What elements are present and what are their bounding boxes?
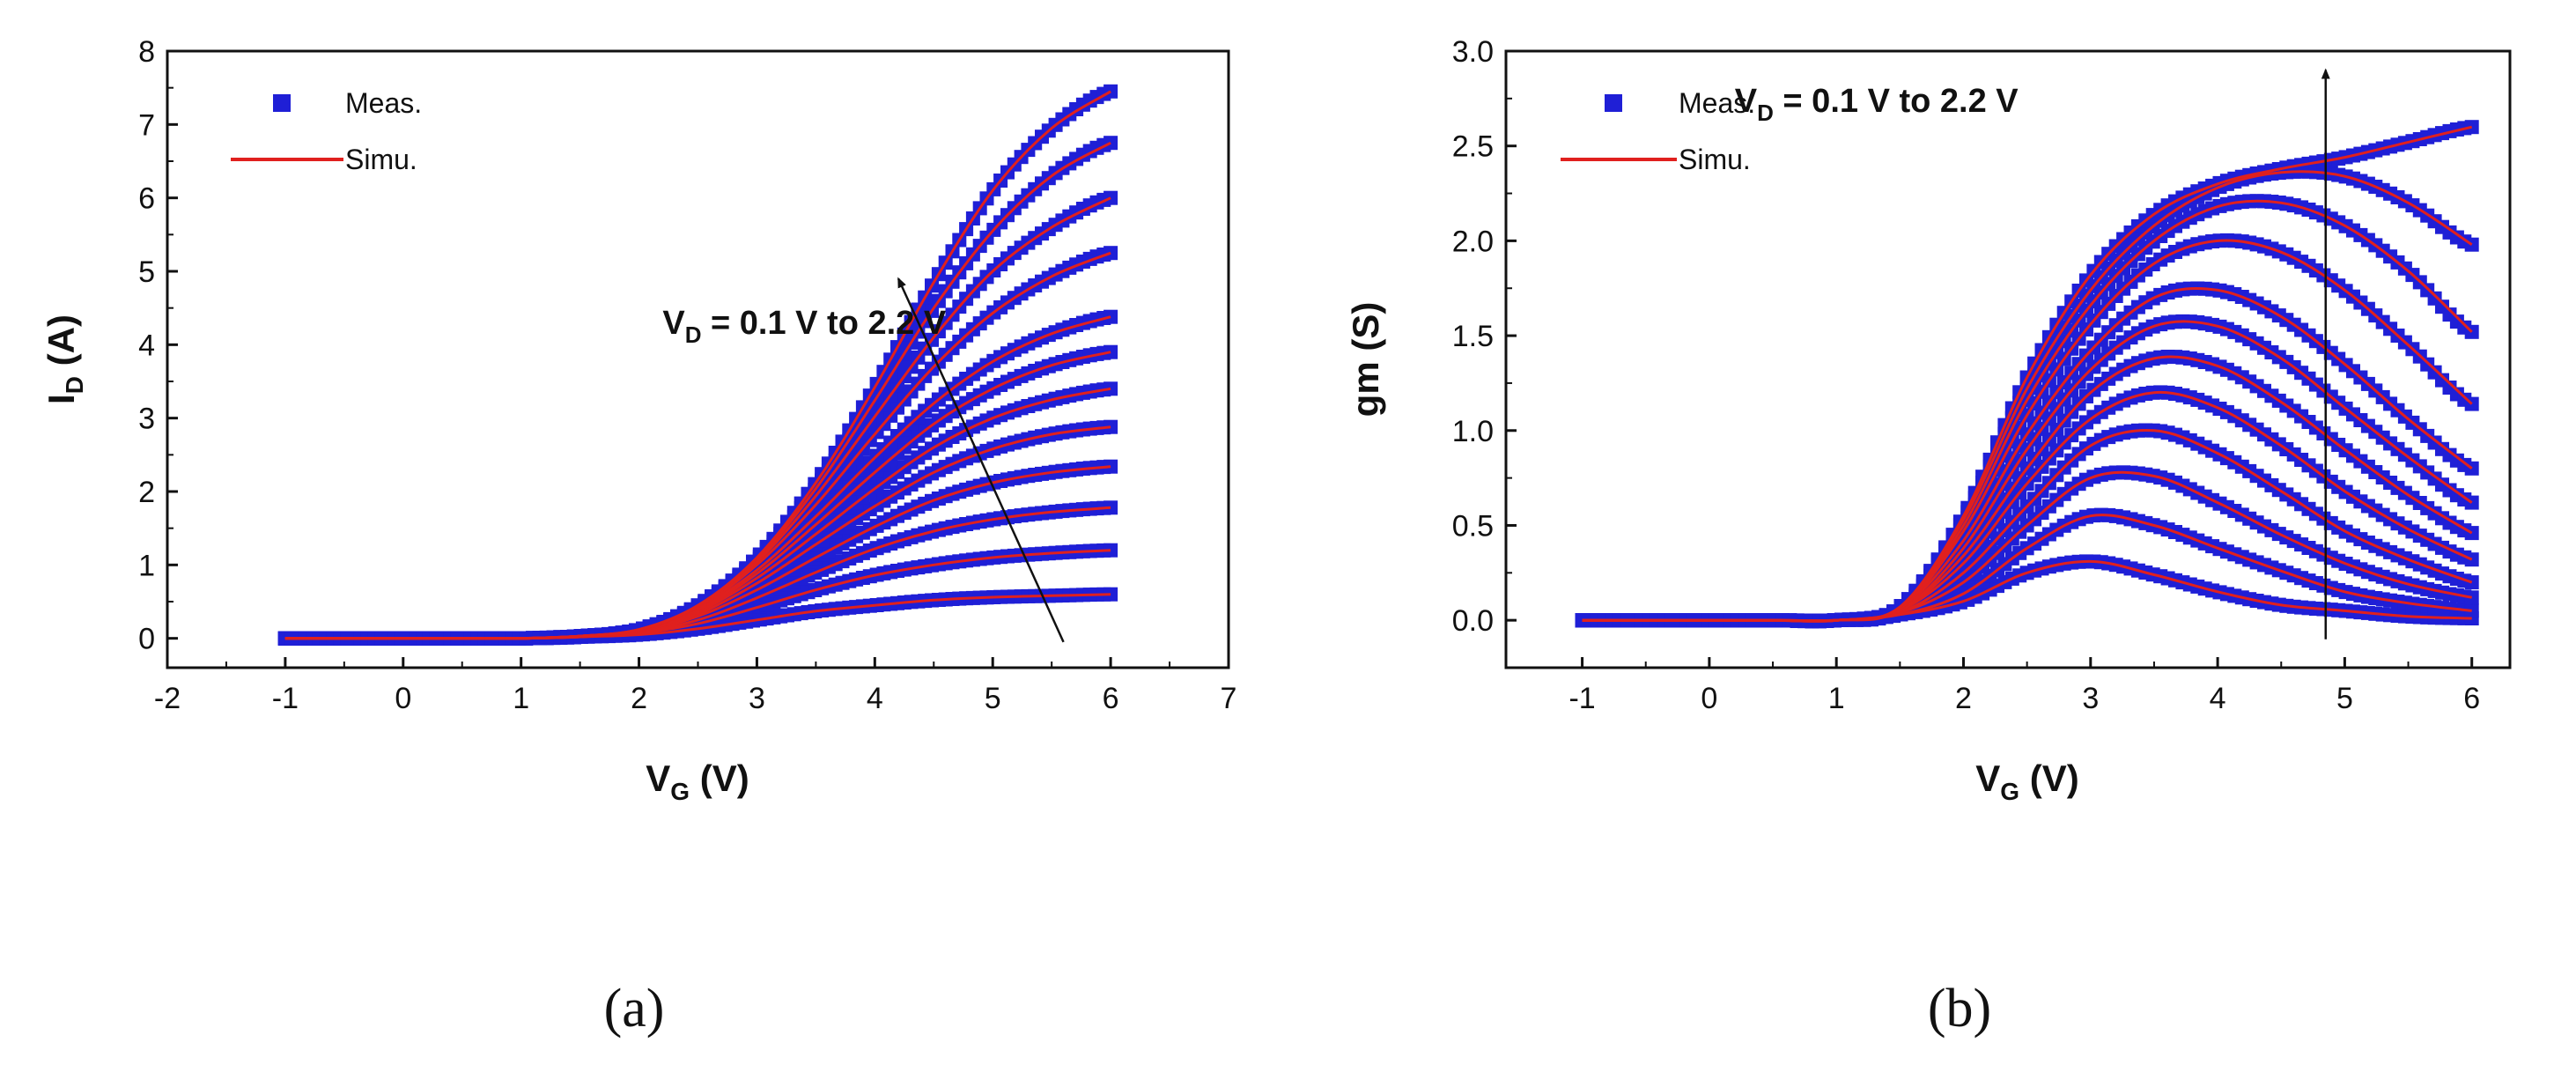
panel-b-ticks-group: -1 0 1 2 3 4 5 6 0.0 0.5 1.0 1.5 2.0 2.5 3.0: [1452, 35, 2480, 715]
panel-b-legend-simu-label: Simu.: [1679, 144, 1751, 175]
panel-b-annotation-main: V: [1735, 83, 1758, 120]
panel-b-x-tick-label: 6: [2463, 682, 2480, 715]
panel-a-annotation-rest: = 0.1 V to 2.2 V: [701, 305, 946, 342]
panel-a-y-tick-label: 2: [138, 476, 155, 509]
panel-a-y-axis-title: ID (A): [41, 314, 88, 404]
panel-a-x-tick-label: 7: [1221, 682, 1237, 715]
panel-a-label: (a): [604, 979, 665, 1039]
panel-b-x-title-main: V: [1975, 758, 2000, 799]
panel-b-annotation-sub: D: [1757, 100, 1774, 126]
panel-a-annotation: VD = 0.1 V to 2.2 V: [662, 277, 1065, 643]
panel-b-y-tick-label: 1.0: [1452, 415, 1494, 448]
panel-a-y-title-main: I: [41, 394, 82, 404]
panel-b-x-title-unit: (V): [2019, 758, 2079, 799]
panel-b-x-title-sub: G: [2000, 778, 2019, 805]
panel-b-x-tick-label: 5: [2336, 682, 2353, 715]
panel-b-x-tick-label: 2: [1955, 682, 1972, 715]
panel-b-label: (b): [1928, 979, 1991, 1039]
panel-a-x-title-unit: (V): [690, 758, 749, 799]
panel-b-annotation-rest: = 0.1 V to 2.2 V: [1774, 83, 2019, 120]
panel-a-y-tick-label: 8: [138, 35, 155, 69]
panel-b-legend-meas-marker: [1605, 94, 1622, 112]
panel-a-legend: Meas. Simu.: [231, 87, 422, 175]
panel-a-x-tick-label: 5: [985, 682, 1001, 715]
panel-a-x-tick-label: 2: [631, 682, 647, 715]
panel-a-x-title-sub: G: [670, 778, 690, 805]
panel-a-annotation-sub: D: [685, 322, 702, 348]
panel-a-y-tick-label: 7: [138, 108, 155, 142]
panel-b-x-tick-label: -1: [1568, 682, 1595, 715]
panel-a-y-tick-label: 1: [138, 549, 155, 582]
panel-a-series-group: [277, 84, 1118, 646]
panel-a-y-title-unit: (A): [41, 314, 82, 376]
panel-a-y-tick-label: 4: [138, 329, 155, 362]
panel-a-y-tick-label: 5: [138, 255, 155, 289]
panel-a-x-title-main: V: [646, 758, 670, 799]
panel-a-x-tick-label: -1: [272, 682, 299, 715]
panel-a-annotation-arrow: [897, 277, 1065, 643]
panel-b-chart: -1 0 1 2 3 4 5 60.00.51.01.52.02.53.0 VG (V) gm…: [1345, 35, 2512, 805]
panel-b-annotation: VD = 0.1 V to 2.2 V: [1735, 68, 2330, 640]
panel-a-ticks-group: -2 -1 0 1 2 3 4 5 6 7 0 1 2 3 4 5 6 7 8: [138, 35, 1236, 715]
panel-a-annotation-text: VD = 0.1 V to 2.2 V: [662, 305, 947, 348]
panel-b-y-tick-label: 1.5: [1452, 320, 1494, 353]
panel-b-y-axis-title: gm (S): [1345, 302, 1386, 418]
panel-a-meas-point: [1103, 190, 1118, 205]
panel-a-y-tick-label: 6: [138, 182, 155, 216]
panel-a-x-axis-title: VG (V): [646, 758, 749, 805]
panel-b-y-tick-label: 2.0: [1452, 225, 1494, 258]
panel-b-series-group: [1575, 120, 2479, 629]
panel-a-simu-curve-11: [284, 90, 1111, 640]
panel-b-x-axis-title: VG (V): [1975, 758, 2078, 805]
panel-b-plot-frame: [1504, 49, 2512, 669]
panel-a-y-tick-label: 3: [138, 403, 155, 436]
panel-a-x-tick-label: 4: [867, 682, 883, 715]
panel-b-x-tick-label: 4: [2210, 682, 2226, 715]
panel-a-x-tick-label: 0: [395, 682, 411, 715]
panel-a-y-title-sub: D: [61, 376, 88, 394]
panel-b-x-tick-label: 0: [1701, 682, 1717, 715]
panel-a-x-tick-label: 1: [513, 682, 529, 715]
panel-b-y-tick-label: 0.0: [1452, 604, 1494, 638]
panel-a-y-tick-label: 0: [138, 623, 155, 656]
panel-b-simu-curve-11: [1582, 125, 2473, 623]
panel-b-legend: Meas. Simu.: [1561, 87, 1755, 175]
panel-b-x-tick-label: 1: [1828, 682, 1845, 715]
panel-b-x-tick-label: 3: [2082, 682, 2099, 715]
panel-b-y-tick-label: 3.0: [1452, 35, 1494, 69]
panel-b-y-tick-label: 2.5: [1452, 130, 1494, 164]
panel-a-x-tick-label: 3: [749, 682, 765, 715]
panel-b-legend-meas-label: Meas.: [1679, 87, 1755, 119]
panel-b-annotation-text: VD = 0.1 V to 2.2 V: [1735, 83, 2019, 126]
panel-a-legend-simu-label: Simu.: [345, 144, 417, 175]
panel-a-x-tick-label: -2: [154, 682, 181, 715]
panel-a-legend-meas-marker: [273, 94, 291, 112]
panel-a-legend-meas-label: Meas.: [345, 87, 422, 119]
panel-a-x-tick-label: 6: [1103, 682, 1119, 715]
panel-a-annotation-main: V: [662, 305, 685, 342]
panel-b-y-tick-label: 0.5: [1452, 509, 1494, 543]
